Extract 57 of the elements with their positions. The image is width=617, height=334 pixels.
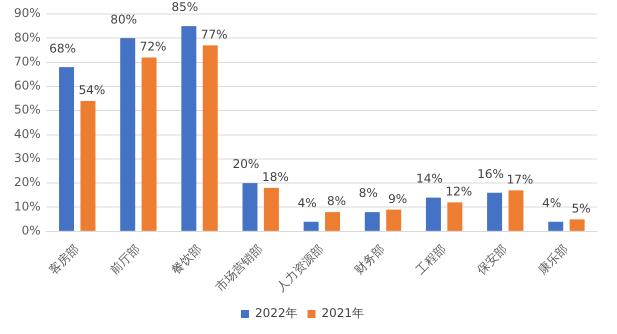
y-tick-label: 0% [22, 224, 41, 238]
y-tick-label: 60% [14, 78, 41, 93]
data-label: 16% [477, 166, 504, 181]
x-tick-label: 人力资源部 [274, 242, 326, 294]
bar [181, 26, 196, 231]
x-tick-label: 餐饮部 [168, 242, 204, 278]
data-label: 4% [542, 196, 562, 210]
x-tick-label: 财务部 [352, 242, 388, 278]
bar [548, 222, 564, 231]
y-tick-label: 80% [14, 30, 41, 44]
data-label: 8% [358, 186, 378, 200]
data-label: 20% [232, 157, 260, 172]
data-label: 18% [262, 170, 289, 184]
x-tick-label: 前厅部 [107, 242, 143, 278]
data-label: 12% [445, 184, 472, 199]
data-label: 17% [506, 172, 534, 186]
data-label: 9% [388, 192, 408, 206]
bar [304, 222, 319, 231]
data-label: 68% [49, 41, 76, 56]
data-label: 80% [110, 12, 138, 26]
legend-label: 2022年 [254, 306, 298, 320]
x-tick-label: 保安部 [474, 242, 510, 278]
data-label: 77% [200, 28, 228, 42]
bar [508, 190, 524, 231]
bar [570, 219, 585, 231]
bar [59, 67, 74, 231]
y-tick-label: 20% [14, 175, 41, 190]
data-label: 4% [298, 196, 317, 210]
y-tick-label: 40% [14, 126, 41, 141]
legend-label: 2021年 [322, 306, 364, 320]
y-tick-label: 50% [14, 102, 41, 117]
data-label: 5% [572, 201, 591, 216]
y-tick-label: 30% [14, 151, 41, 166]
bar [142, 57, 157, 231]
bar [242, 183, 258, 231]
y-tick-label: 10% [14, 199, 41, 214]
x-tick-label: 市场营销部 [212, 242, 266, 294]
bar [264, 188, 279, 231]
bar [447, 202, 462, 231]
bar [120, 38, 136, 231]
x-tick-label: 康乐部 [535, 242, 571, 278]
data-label: 54% [78, 83, 106, 98]
y-tick-label: 90% [14, 6, 41, 20]
data-label: 8% [327, 194, 346, 208]
x-tick-label: 工程部 [413, 242, 448, 278]
y-tick-label: 70% [14, 54, 41, 68]
bar [487, 192, 502, 231]
bar [325, 212, 340, 231]
bar [80, 100, 96, 231]
bar [426, 198, 441, 231]
x-tick-label: 客房部 [46, 242, 82, 278]
bar [364, 212, 380, 231]
data-label: 85% [172, 0, 198, 14]
bar [386, 210, 402, 231]
data-label: 72% [140, 40, 166, 54]
data-label: 14% [416, 172, 443, 186]
bar [202, 45, 218, 231]
